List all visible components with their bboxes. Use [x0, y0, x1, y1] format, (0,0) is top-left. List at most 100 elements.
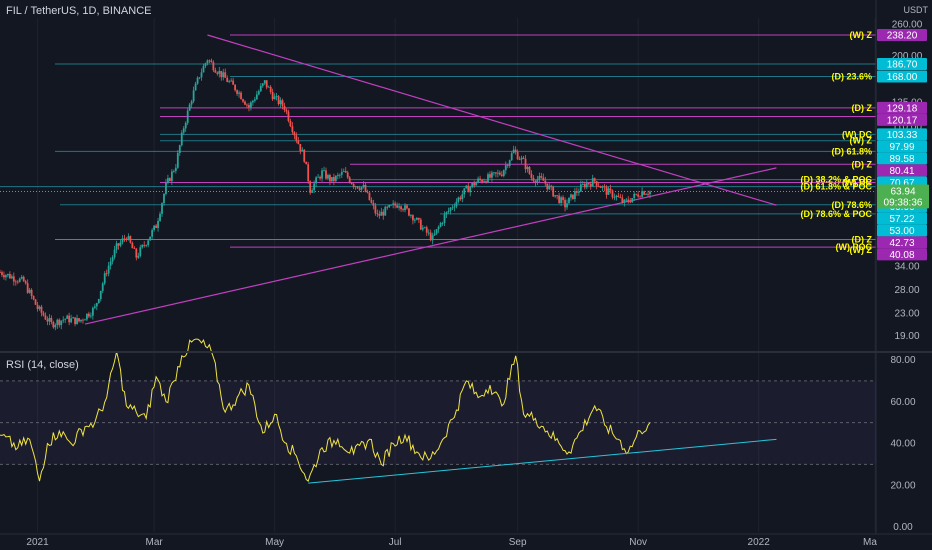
candle-body: [562, 197, 564, 200]
candle-body: [574, 191, 576, 200]
candle-body: [390, 204, 393, 206]
candle-body: [236, 90, 238, 94]
candle-body: [234, 84, 237, 91]
level-tag: (D) 61.8% & POC: [800, 182, 872, 192]
candle-body: [372, 202, 375, 206]
candle-body: [623, 199, 626, 203]
rsi-axis[interactable]: 80.00 60.00 40.00 20.00 0.00: [890, 355, 915, 533]
candle-body: [95, 303, 98, 307]
level-tag: (D) 61.8%: [831, 146, 872, 156]
candle-body: [165, 182, 167, 194]
candle-body: [427, 232, 430, 234]
rsi-line: [0, 338, 777, 484]
candle-body: [595, 181, 598, 186]
time-axis[interactable]: 2021 Mar May Jul Sep Nov 2022 Ma: [0, 533, 932, 550]
candle-body: [56, 319, 59, 325]
candle-body: [611, 190, 614, 198]
candle-body: [80, 319, 82, 322]
candle-body: [143, 244, 146, 246]
candle-body: [62, 319, 65, 321]
candle-body: [475, 182, 478, 186]
rsi-trendline: [308, 438, 777, 484]
level-tag: (W) DC: [842, 129, 872, 139]
candle-body: [629, 201, 632, 203]
candle-body: [364, 184, 367, 192]
candle-body: [554, 195, 557, 197]
candle-body: [471, 183, 474, 187]
candle-body: [89, 315, 92, 317]
candle-body: [489, 174, 491, 178]
candle-body: [109, 261, 112, 266]
candle-body: [202, 66, 205, 73]
candle-body: [439, 223, 442, 227]
candle-body: [406, 205, 408, 209]
candle-body: [498, 172, 501, 175]
candle-body: [230, 80, 233, 82]
candle-body: [516, 152, 519, 160]
candle-body: [295, 135, 298, 141]
time-tick: May: [265, 537, 284, 548]
candle-body: [491, 172, 493, 178]
candle-body: [127, 236, 130, 240]
trendline: [207, 34, 777, 206]
candle-body: [115, 243, 118, 250]
candle-body: [334, 175, 337, 181]
candle-body: [255, 94, 258, 100]
candle-body: [176, 153, 179, 168]
candle-body: [137, 255, 140, 258]
price-label-box: [877, 101, 927, 114]
candle-body: [532, 178, 535, 182]
candle-body: [408, 208, 410, 216]
price-label: 97.99: [889, 142, 914, 153]
candle-body: [275, 96, 278, 98]
chart-title: FIL / TetherUS, 1D, BINANCE: [6, 5, 152, 17]
candle-body: [510, 153, 513, 161]
candle-body: [621, 197, 624, 203]
candle-body: [625, 199, 628, 201]
candle-body: [20, 276, 23, 279]
price-label-box: [877, 152, 927, 165]
candle-body: [277, 96, 280, 105]
candle-body: [210, 60, 213, 63]
price-label: 120.17: [887, 115, 918, 126]
candle-body: [421, 227, 424, 230]
candle-body: [22, 276, 25, 282]
candle-body: [350, 182, 353, 185]
candle-body: [226, 77, 229, 82]
candle-body: [279, 100, 282, 105]
candle-body: [591, 178, 594, 187]
candle-body: [327, 175, 329, 179]
candle-body: [504, 165, 507, 171]
candle-body: [589, 183, 592, 187]
candle-body: [392, 203, 395, 205]
candle-body: [566, 203, 568, 208]
candle-body: [103, 273, 106, 284]
candle-body: [425, 227, 428, 233]
candle-body: [609, 188, 612, 191]
candle-body: [72, 317, 75, 319]
candle-body: [0, 272, 1, 273]
price-label: 168.00: [887, 72, 918, 83]
level-tag: (W) Z: [850, 30, 873, 40]
candle-body: [228, 81, 231, 83]
candle-body: [38, 306, 41, 309]
candle-body: [182, 128, 185, 133]
price-label: 103.33: [887, 130, 918, 141]
candle-body: [24, 281, 27, 284]
candle-body: [133, 248, 136, 249]
candle-body: [192, 90, 195, 102]
time-tick: Jul: [389, 537, 402, 548]
candle-body: [435, 229, 438, 234]
candle-body: [86, 313, 88, 320]
candle-body: [163, 193, 165, 204]
candle-body: [323, 170, 325, 172]
candle-body: [528, 167, 531, 174]
candle-body: [222, 72, 225, 78]
candle-body: [186, 110, 189, 123]
candle-body: [412, 215, 414, 221]
candle-body: [453, 206, 456, 208]
level-tag: (D) Z: [852, 103, 873, 113]
current-price-box: [877, 184, 929, 209]
trendlines: [84, 34, 777, 325]
